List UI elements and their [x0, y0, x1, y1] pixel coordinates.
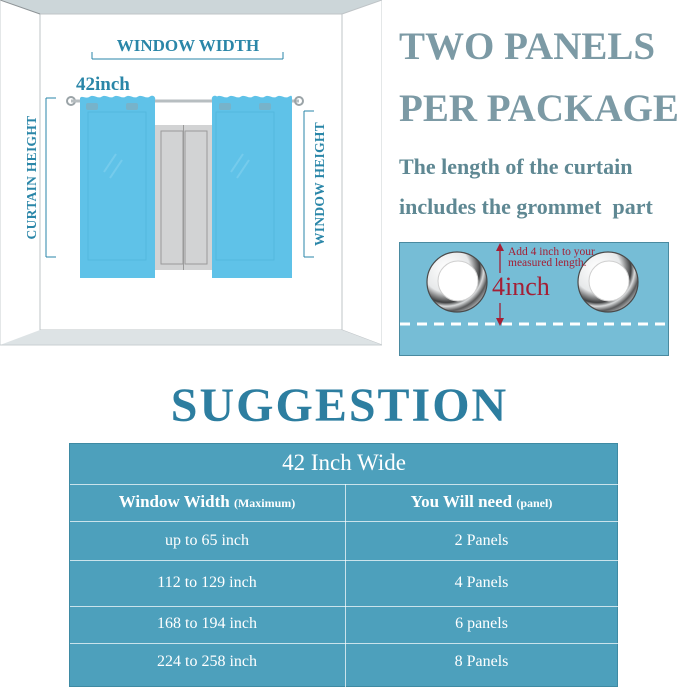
- svg-text:WINDOW HEIGHT: WINDOW HEIGHT: [312, 122, 327, 246]
- svg-text:4inch: 4inch: [492, 272, 550, 301]
- svg-text:WINDOW WIDTH: WINDOW WIDTH: [117, 36, 259, 55]
- svg-text:CURTAIN HEIGHT: CURTAIN HEIGHT: [24, 116, 39, 240]
- svg-text:42inch: 42inch: [76, 74, 130, 95]
- svg-text:measured length.: measured length.: [508, 257, 587, 269]
